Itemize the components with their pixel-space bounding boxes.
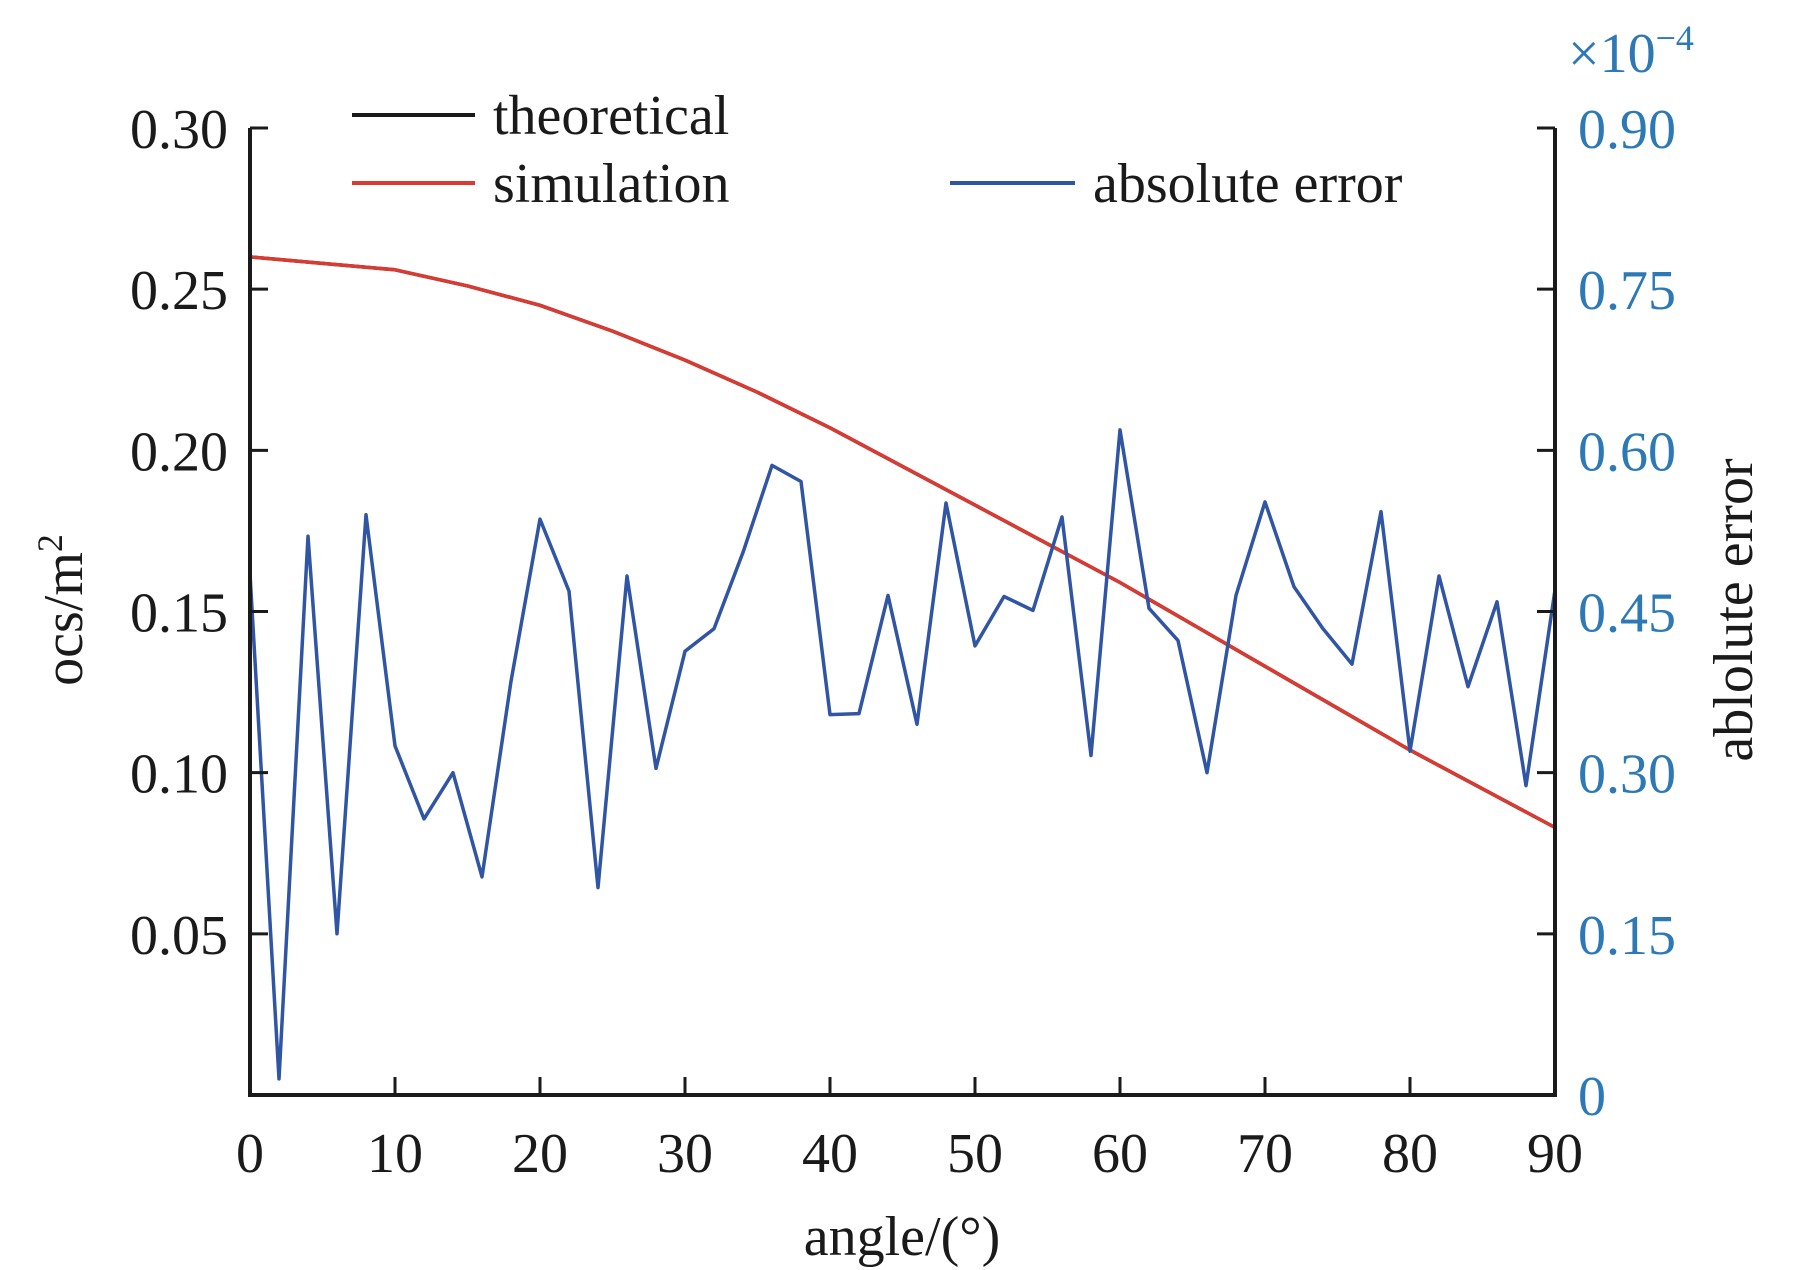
- y-right-tick-label: 0.15: [1578, 905, 1676, 967]
- legend: theoretical simulation absolute error: [352, 85, 1403, 215]
- series-line-simulation: [249, 255, 1556, 830]
- ticks-layer: 0 10 20 30 40 50 60 70 80 90 0.05 0.10 0.15 0.20 0.25 0…: [130, 99, 1676, 1185]
- x-tick-label: 40: [802, 1123, 858, 1185]
- right-axis-multiplier: ×10−4: [1568, 18, 1694, 85]
- x-tick-label: 20: [512, 1123, 568, 1185]
- y-left-tick-label: 0.15: [130, 583, 228, 645]
- y-left-tick-label: 0.25: [130, 260, 228, 322]
- y-axis-left-title-text: ocs/m: [33, 552, 95, 686]
- series-line-theoretical: [249, 255, 1556, 830]
- right-axis-multiplier-exponent: −4: [1656, 18, 1694, 58]
- x-tick-label: 50: [947, 1123, 1003, 1185]
- y-right-tick-label: 0: [1578, 1066, 1606, 1128]
- x-axis-title: angle/(°): [804, 1206, 1001, 1268]
- y-left-tick-label: 0.05: [130, 905, 228, 967]
- y-axis-left-title: ocs/m2: [30, 534, 95, 686]
- x-tick-label: 70: [1237, 1123, 1293, 1185]
- y-axis-right-title: ablolute error: [1703, 458, 1765, 762]
- x-tick-label: 60: [1092, 1123, 1148, 1185]
- series-line-absolute-error: [248, 428, 1557, 1081]
- legend-label-simulation: simulation: [493, 153, 729, 215]
- y-left-tick-label: 0.20: [130, 421, 228, 483]
- y-left-tick-label: 0.10: [130, 744, 228, 806]
- x-tick-label: 80: [1382, 1123, 1438, 1185]
- legend-label-theoretical: theoretical: [493, 85, 729, 147]
- y-right-tick-label: 0.90: [1578, 99, 1676, 161]
- y-right-tick-label: 0.45: [1578, 583, 1676, 645]
- labels-layer: angle/(°) ocs/m2 ablolute error ×10−4: [30, 18, 1765, 1268]
- right-axis-multiplier-base: ×10: [1568, 23, 1656, 85]
- series-layer: [248, 255, 1557, 1081]
- x-tick-label: 90: [1527, 1123, 1583, 1185]
- y-right-tick-label: 0.75: [1578, 260, 1676, 322]
- x-tick-label: 10: [367, 1123, 423, 1185]
- y-right-tick-label: 0.60: [1578, 421, 1676, 483]
- x-tick-label: 30: [657, 1123, 713, 1185]
- y-left-tick-label: 0.30: [130, 99, 228, 161]
- x-tick-label: 0: [236, 1123, 264, 1185]
- legend-label-absolute-error: absolute error: [1093, 153, 1403, 215]
- y-right-tick-label: 0.30: [1578, 744, 1676, 806]
- y-axis-left-title-superscript: 2: [30, 534, 70, 552]
